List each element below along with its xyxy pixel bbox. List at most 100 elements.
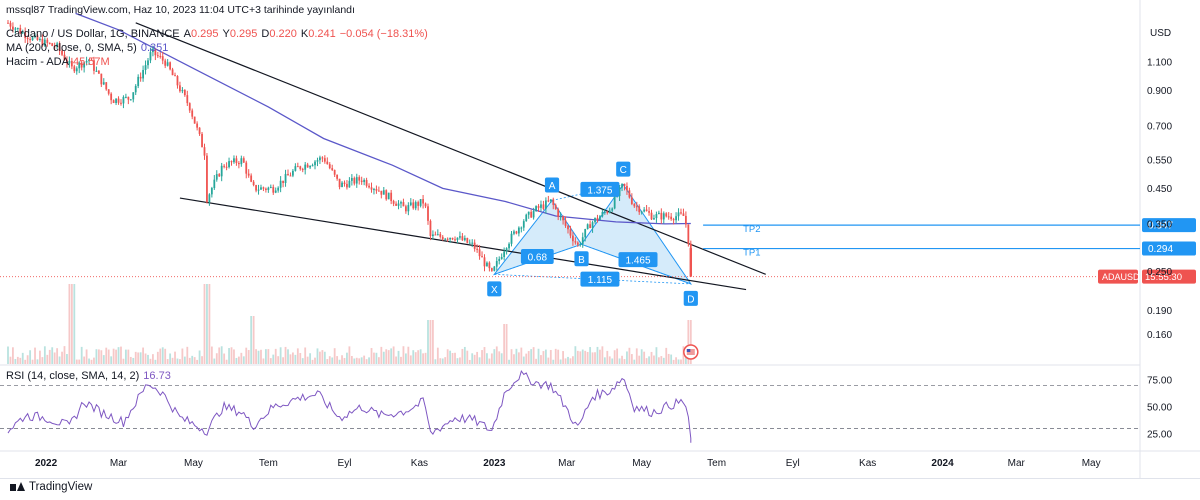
candle-body: [191, 110, 194, 117]
volume-bar: [233, 349, 235, 364]
volume-bar: [122, 358, 125, 364]
candle-body: [245, 162, 248, 174]
candle-body: [255, 185, 257, 191]
volume-bar: [16, 356, 19, 364]
harmonic-xb: [494, 243, 582, 275]
candle-body: [19, 27, 22, 34]
volume-bar: [31, 359, 34, 364]
candle-body: [404, 206, 407, 212]
volume-bar: [616, 348, 619, 364]
point-label-a-bg: [544, 177, 560, 193]
candle-body: [677, 212, 680, 217]
volume-bar: [338, 359, 341, 364]
volume-bar: [689, 320, 692, 364]
candle-body: [284, 173, 287, 184]
volume-bar: [672, 359, 675, 364]
candle-body: [515, 231, 518, 234]
volume-bar: [210, 346, 213, 364]
candle-body: [179, 85, 181, 92]
volume-bar: [63, 346, 66, 364]
price-tick: 1.100: [1147, 57, 1172, 68]
volume-bar: [675, 357, 677, 364]
volume-bar: [193, 357, 196, 364]
volume-bar: [481, 350, 483, 364]
symbol-title[interactable]: Cardano / US Dollar, 1G, BINANCE: [6, 28, 180, 40]
volume-bar: [527, 351, 530, 364]
candle-body: [557, 209, 560, 217]
volume-bar: [417, 350, 420, 364]
candle-body: [314, 161, 316, 166]
candle-body: [166, 62, 169, 66]
volume-bar: [203, 284, 206, 364]
rsi-header[interactable]: RSI (14, close, SMA, 14, 2) 16.73: [6, 370, 171, 382]
volume-bar: [134, 351, 137, 364]
candle-body: [586, 224, 589, 229]
candle-body: [660, 212, 663, 220]
volume-bar: [61, 351, 63, 364]
volume-bar: [390, 348, 393, 364]
candle-body: [24, 32, 27, 39]
volume-bar: [272, 354, 275, 364]
volume-bar: [505, 324, 508, 364]
candle-body: [228, 161, 230, 168]
candle-body: [282, 180, 284, 184]
footer: TradingView: [0, 478, 1200, 500]
volume-bar: [530, 349, 533, 364]
candle-body: [319, 157, 321, 161]
candle-body: [257, 189, 260, 191]
volume-bar: [498, 351, 501, 364]
close-label: K: [300, 28, 309, 40]
candle-body: [657, 212, 660, 215]
candle-body: [508, 243, 510, 249]
volume-bar: [655, 347, 658, 364]
time-tick: Eyl: [338, 458, 352, 469]
tradingview-logo-icon: [10, 482, 25, 492]
point-label-b-bg: [574, 251, 589, 267]
candle-body: [97, 70, 100, 74]
candle-body: [567, 225, 569, 230]
volume-bar: [80, 346, 83, 364]
candle-body: [684, 215, 687, 225]
candle-body: [287, 173, 289, 176]
volume-bar: [549, 349, 552, 364]
volume-bar: [660, 356, 663, 364]
volume-bar: [301, 358, 304, 364]
candle-body: [520, 227, 523, 229]
ma-row[interactable]: MA (200, close, 0, SMA, 5) 0.351: [6, 42, 168, 54]
volume-bar: [326, 359, 329, 364]
volume-bar: [66, 354, 68, 364]
volume-bar: [515, 348, 518, 364]
volume-bar: [53, 352, 56, 364]
candle-body: [12, 26, 14, 30]
volume-bar: [412, 350, 415, 364]
candle-body: [112, 100, 115, 104]
volume-bars: [7, 284, 692, 364]
volume-value: 45.57M: [72, 56, 110, 68]
candle-body: [579, 244, 582, 246]
price-axis[interactable]: USD 1.100 0.900 0.700 0.550 0.450 0.350 0.250 0.…: [1147, 28, 1172, 440]
candle-body: [43, 39, 46, 46]
candle-body: [51, 43, 54, 46]
candle-body: [90, 59, 93, 61]
grid: [0, 0, 1200, 478]
candle-body: [233, 158, 235, 163]
time-axis[interactable]: 2022 Mar May Tem Eyl Kas 2023 Mar May Tem Eyl Kas 20…: [35, 458, 1101, 469]
volume-bar: [85, 349, 88, 364]
candle-body: [643, 209, 646, 212]
candle-body: [535, 206, 537, 211]
volume-bar: [188, 357, 191, 364]
volume-bar: [102, 355, 105, 364]
volume-bar: [159, 348, 162, 364]
volume-bar: [476, 351, 479, 364]
volume-bar: [220, 346, 223, 364]
harmonic-labels: X A B C D 0.68 1.375 1.465 1.115: [487, 161, 698, 306]
volume-bar: [680, 359, 682, 364]
volume-row[interactable]: Hacim - ADA 45.57M: [6, 56, 110, 68]
volume-bar: [21, 352, 24, 364]
volume-bar: [166, 359, 169, 364]
brand[interactable]: TradingView: [10, 481, 92, 493]
volume-bar: [260, 349, 262, 364]
time-tick: Tem: [707, 458, 726, 469]
time-tick: May: [632, 458, 651, 469]
